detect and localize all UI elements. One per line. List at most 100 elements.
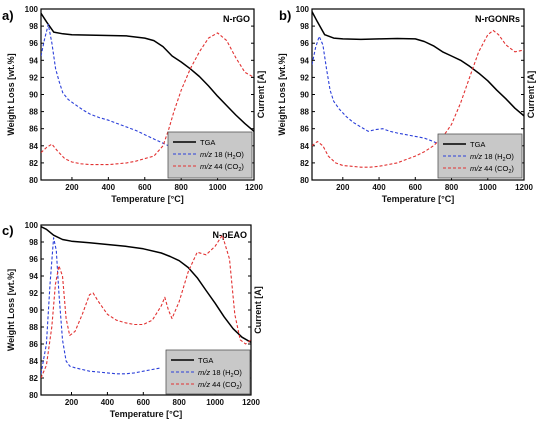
y-tick-label: 86 — [29, 340, 38, 349]
y-tick-label: 80 — [300, 176, 309, 185]
chart-panel-2: 80 82 84 86 88 90 92 94 96 98 100 200 400 600 800 1000 1… — [277, 5, 536, 204]
y-axis-label: Weight Loss [wt.%] — [277, 53, 287, 135]
series-line-1 — [312, 11, 524, 117]
legend-entry-co2: m/z 44 (CO2) — [198, 380, 242, 391]
x-tick-label: 1200 — [242, 398, 260, 407]
y-tick-label: 80 — [29, 176, 38, 185]
x-tick-label: 400 — [102, 183, 116, 192]
series-line-3 — [41, 234, 251, 379]
x-tick-label: 1000 — [209, 183, 227, 192]
legend-text-end: O) — [234, 368, 243, 377]
x-tick-label: 800 — [445, 183, 459, 192]
legend-mz: m/z — [470, 152, 482, 161]
legend-entry-tga: TGA — [198, 356, 213, 365]
legend-text: 44 (CO — [212, 162, 238, 171]
y-tick-label: 86 — [300, 125, 309, 134]
y-tick-label: 90 — [300, 91, 309, 100]
x-axis-label: Temperature [°C] — [382, 194, 454, 204]
y-axis-label: Weight Loss [wt.%] — [6, 269, 16, 351]
y-axis-label: Weight Loss [wt.%] — [6, 53, 16, 135]
series-group — [41, 226, 251, 379]
y-tick-label: 100 — [25, 221, 39, 230]
series-line-3 — [41, 32, 254, 166]
series-group — [312, 11, 524, 168]
x-tick-label: 600 — [137, 398, 151, 407]
legend-text-end: ) — [511, 164, 514, 173]
y-tick-label: 82 — [29, 159, 38, 168]
panel-title: N-pEAO — [213, 230, 248, 240]
legend-entry-co2: m/z 44 (CO2) — [200, 162, 244, 173]
x-tick-label: 1000 — [206, 398, 224, 407]
x-tick-label: 600 — [409, 183, 423, 192]
x-tick-label: 200 — [65, 398, 79, 407]
legend-subscript: 2 — [231, 373, 234, 379]
series-line-1 — [41, 12, 254, 132]
y-tick-label: 98 — [300, 22, 309, 31]
y-tick-label: 94 — [29, 56, 38, 65]
y-tick-label: 94 — [29, 272, 38, 281]
chart-panel-1: 80 82 84 86 88 90 92 94 96 98 100 200 400 600 800 1000 1… — [2, 5, 266, 204]
y-axis-label-right: Current [A] — [256, 71, 266, 119]
x-tick-label: 1200 — [515, 183, 533, 192]
legend-mz: m/z — [200, 162, 212, 171]
y-tick-label: 96 — [29, 255, 38, 264]
y-tick-label: 92 — [300, 73, 309, 82]
y-tick-label: 96 — [29, 39, 38, 48]
y-tick-label: 86 — [29, 125, 38, 134]
panel-label: b) — [279, 8, 291, 23]
legend-text: 18 (H — [212, 150, 232, 159]
y-tick-label: 98 — [29, 238, 38, 247]
legend-mz: m/z — [198, 380, 210, 389]
x-tick-label: 200 — [65, 183, 79, 192]
series-line-3 — [312, 29, 524, 168]
legend-entry-tga: TGA — [470, 140, 485, 149]
y-tick-label: 82 — [29, 374, 38, 383]
legend-subscript: 2 — [238, 167, 241, 173]
x-tick-label: 600 — [138, 183, 152, 192]
legend-mz: m/z — [198, 368, 210, 377]
legend-box — [437, 133, 523, 179]
x-tick-label: 800 — [174, 183, 188, 192]
panel-title: N-rGONRs — [475, 14, 520, 24]
legend-text-end: ) — [241, 162, 244, 171]
x-tick-label: 200 — [336, 183, 350, 192]
y-tick-label: 84 — [300, 142, 309, 151]
y-tick-label: 92 — [29, 289, 38, 298]
legend-text-end: O) — [506, 152, 515, 161]
y-tick-label: 90 — [29, 306, 38, 315]
y-tick-label: 90 — [29, 91, 38, 100]
x-tick-label: 400 — [101, 398, 115, 407]
legend-subscript: 2 — [508, 169, 511, 175]
legend-mz: m/z — [200, 150, 212, 159]
y-tick-label: 94 — [300, 56, 309, 65]
legend-text-end: ) — [239, 380, 242, 389]
legend-text: 44 (CO — [482, 164, 508, 173]
y-tick-label: 88 — [29, 108, 38, 117]
series-line-2 — [312, 35, 452, 153]
y-tick-label: 100 — [25, 5, 39, 14]
legend-text: 18 (H — [482, 152, 502, 161]
panel-title: N-rGO — [223, 14, 250, 24]
series-line-2 — [41, 23, 182, 153]
legend-entry-h2o: m/z 18 (H2O) — [470, 152, 514, 163]
y-tick-label: 80 — [29, 391, 38, 400]
series-line-2 — [41, 237, 162, 375]
x-tick-label: 1000 — [479, 183, 497, 192]
legend-entry-h2o: m/z 18 (H2O) — [200, 150, 244, 161]
y-tick-label: 92 — [29, 73, 38, 82]
legend-mz: m/z — [470, 164, 482, 173]
legend: TGA m/z 18 (H2O)m/z 44 (CO2) — [437, 133, 523, 179]
legend-text: 44 (CO — [210, 380, 236, 389]
y-axis-label-right: Current [A] — [253, 286, 263, 334]
x-tick-label: 1200 — [245, 183, 263, 192]
x-tick-label: 400 — [372, 183, 386, 192]
x-axis-label: Temperature [°C] — [110, 409, 182, 419]
legend-box — [167, 131, 253, 179]
y-tick-label: 96 — [300, 39, 309, 48]
y-tick-label: 88 — [300, 108, 309, 117]
legend-text: 18 (H — [210, 368, 230, 377]
y-tick-label: 98 — [29, 22, 38, 31]
legend: TGA m/z 18 (H2O)m/z 44 (CO2) — [167, 131, 253, 179]
legend-entry-tga: TGA — [200, 138, 215, 147]
